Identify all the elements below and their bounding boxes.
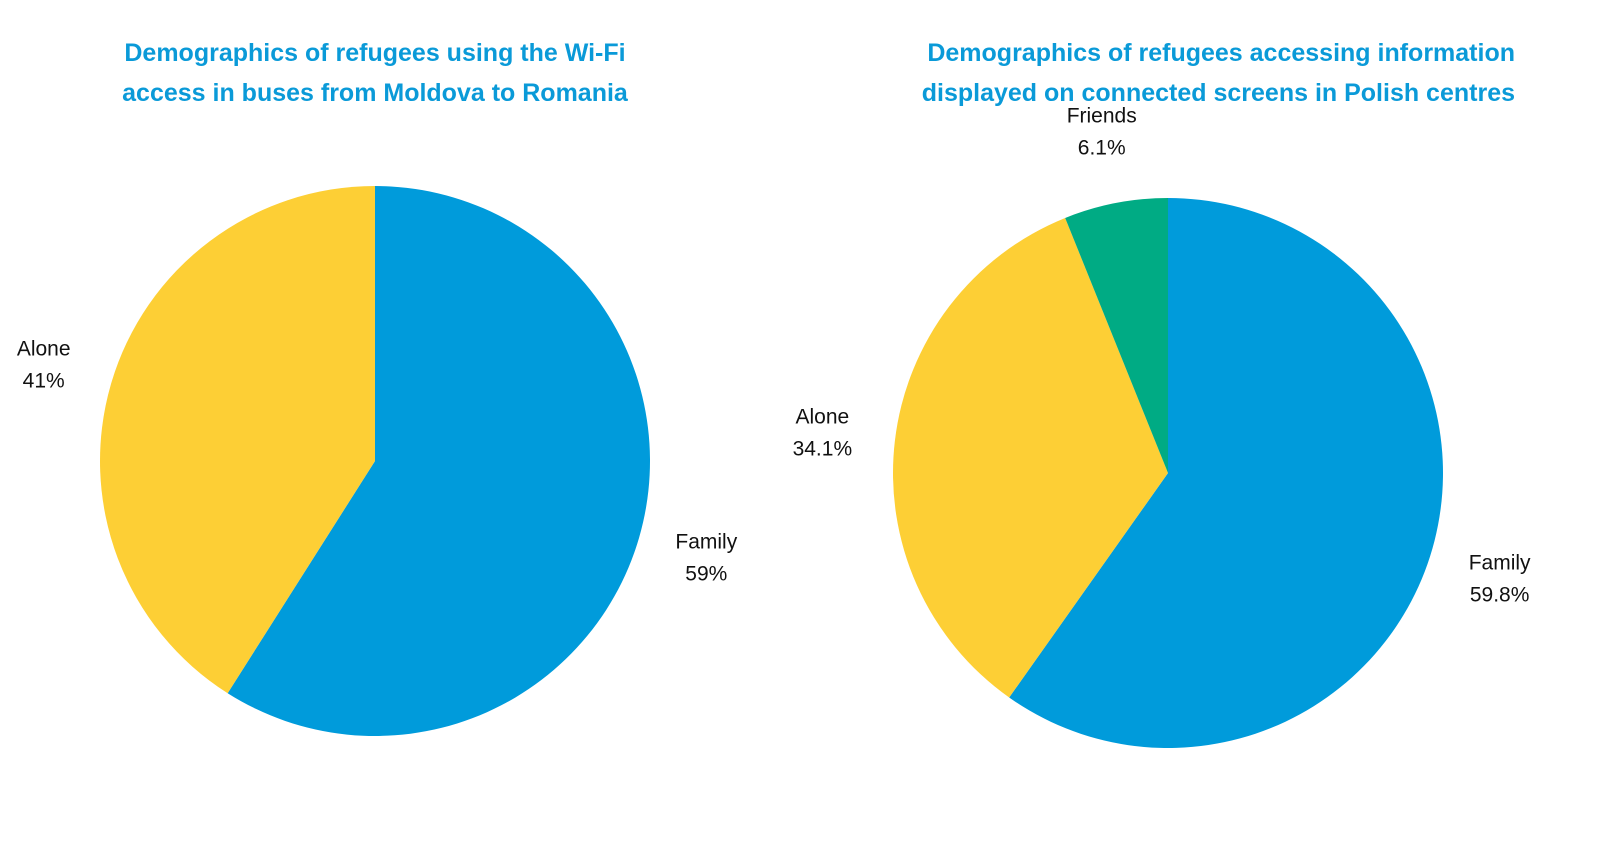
chart-title-line-1: Demographics of refugees accessing infor… bbox=[927, 39, 1515, 67]
pie-slice-alone bbox=[893, 217, 1168, 698]
pie-slice-family bbox=[1009, 198, 1443, 748]
chart-connected-screens: Demographics of refugees accessing infor… bbox=[793, 0, 1598, 857]
slice-label-family: Family bbox=[1469, 551, 1531, 574]
pie-chart-wifi-buses: Family 59% Alone 41% bbox=[17, 186, 738, 736]
slice-value-alone: 41% bbox=[23, 370, 65, 393]
slice-value-friends: 6.1% bbox=[1078, 136, 1126, 159]
chart-title-line-2: displayed on connected screens in Polish… bbox=[921, 79, 1515, 107]
slice-value-alone: 34.1% bbox=[793, 438, 853, 461]
chart-title-line-2: access in buses from Moldova to Romania bbox=[122, 79, 628, 107]
chart-title-line-1: Demographics of refugees using the Wi-Fi bbox=[124, 39, 626, 67]
pie-chart-connected-screens: Family 59.8% Alone 34.1% Friends 6.1% bbox=[793, 104, 1531, 748]
pie-slice-friends bbox=[1065, 198, 1168, 473]
pie-slice-family bbox=[227, 186, 650, 736]
slice-label-alone: Alone bbox=[17, 338, 71, 361]
slice-value-family: 59% bbox=[685, 562, 727, 585]
chart-title: Demographics of refugees using the Wi-Fi… bbox=[60, 33, 690, 113]
slice-value-family: 59.8% bbox=[1470, 583, 1530, 606]
chart-wifi-buses: Demographics of refugees using the Wi-Fi… bbox=[17, 33, 738, 736]
slice-label-friends: Friends bbox=[1067, 104, 1137, 127]
slice-label-family: Family bbox=[675, 530, 737, 553]
pie-slice-alone bbox=[99, 186, 375, 694]
slice-label-alone: Alone bbox=[795, 406, 849, 429]
chart-title: Demographics of refugees accessing infor… bbox=[890, 33, 1515, 113]
